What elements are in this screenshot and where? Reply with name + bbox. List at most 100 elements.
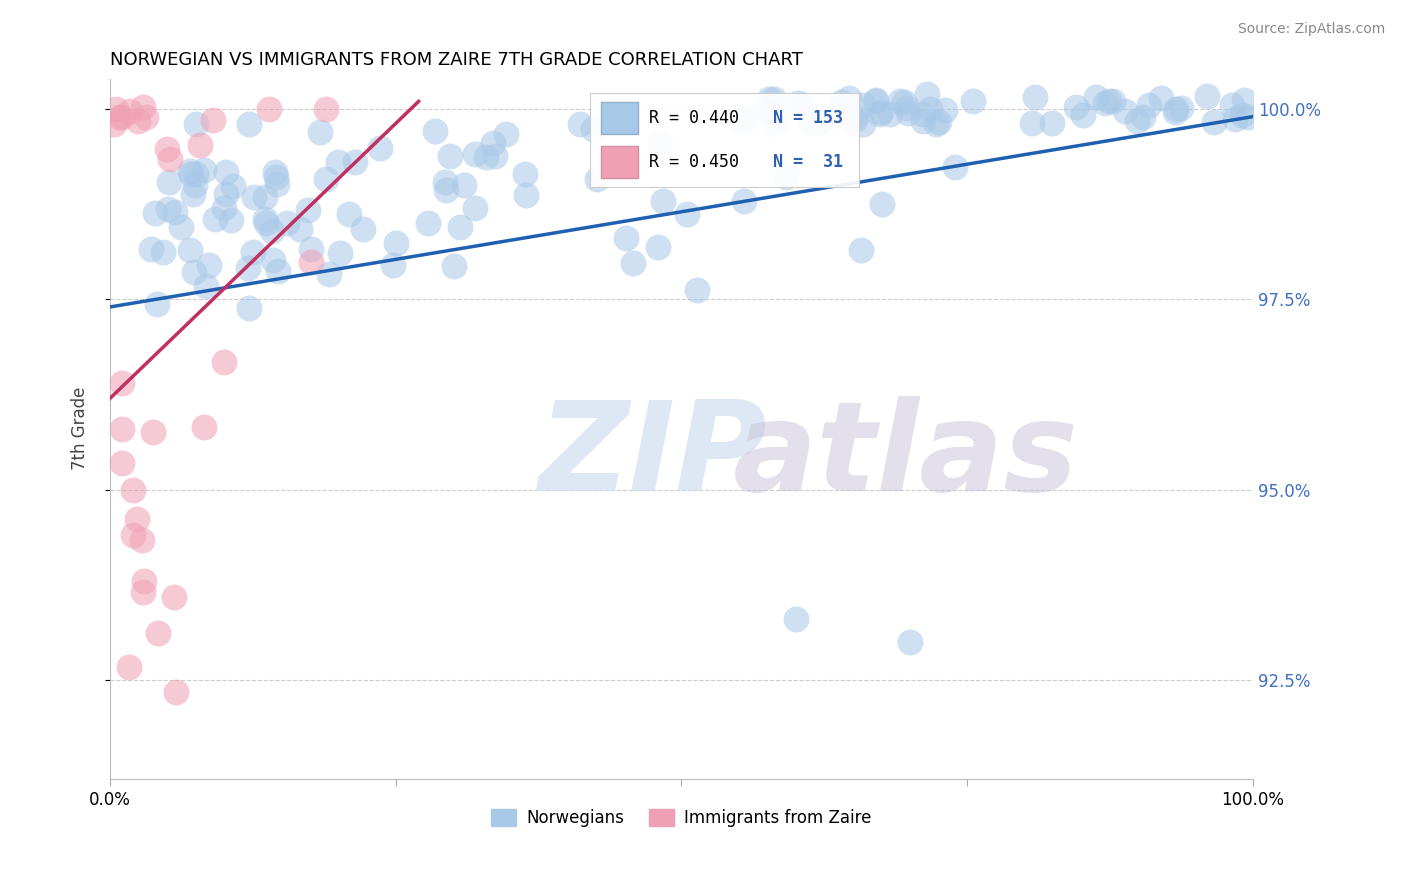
Point (165, 685, 187, 699)
Point (762, 117, 785, 131)
Point (318, 267, 340, 281)
Point (1150, 91, 1173, 105)
Text: atlas: atlas (733, 396, 1078, 517)
Point (453, 178, 475, 193)
Point (865, 93, 887, 107)
Point (785, 612, 807, 626)
Point (621, 256, 644, 270)
Point (329, 246, 352, 260)
Point (215, 186, 238, 201)
Point (1024, 90, 1046, 104)
Point (156, 202, 179, 216)
Point (1195, 89, 1218, 103)
Point (1094, 95, 1116, 110)
Point (896, 101, 918, 115)
Point (821, 108, 844, 122)
Point (418, 216, 440, 230)
Point (212, 355, 235, 369)
Point (844, 112, 866, 127)
Point (763, 92, 786, 106)
Point (143, 206, 166, 220)
Point (569, 117, 592, 131)
Point (134, 574, 156, 588)
Point (648, 137, 671, 152)
Point (849, 243, 872, 257)
Point (464, 147, 486, 161)
Point (1236, 110, 1258, 124)
Point (647, 240, 669, 254)
Point (863, 94, 886, 108)
Point (343, 155, 366, 169)
Point (180, 167, 202, 181)
Point (132, 100, 155, 114)
Point (869, 105, 891, 120)
Point (925, 117, 948, 131)
Point (484, 149, 506, 163)
Point (111, 456, 134, 470)
Point (1040, 116, 1063, 130)
Point (893, 95, 915, 109)
Point (127, 113, 149, 128)
Point (299, 255, 322, 269)
Point (482, 136, 505, 151)
Point (1164, 104, 1187, 119)
Point (181, 187, 204, 202)
Point (1066, 100, 1088, 114)
Point (204, 211, 226, 226)
Point (439, 149, 461, 163)
Point (328, 154, 350, 169)
Point (242, 245, 264, 260)
Point (219, 213, 242, 227)
Point (1084, 89, 1107, 103)
Point (183, 265, 205, 279)
Point (254, 189, 277, 203)
Point (238, 301, 260, 316)
Point (146, 626, 169, 640)
Point (159, 153, 181, 167)
Point (513, 167, 536, 181)
Point (118, 660, 141, 674)
Point (943, 161, 966, 175)
Point (1164, 102, 1187, 116)
Point (382, 258, 405, 272)
Point (184, 178, 207, 192)
Point (122, 528, 145, 542)
Point (582, 122, 605, 136)
Point (838, 91, 860, 105)
Point (257, 102, 280, 116)
Point (920, 102, 942, 116)
Text: Source: ZipAtlas.com: Source: ZipAtlas.com (1237, 22, 1385, 37)
Point (686, 283, 709, 297)
Point (852, 117, 875, 131)
Point (1137, 98, 1160, 112)
Text: NORWEGIAN VS IMMIGRANTS FROM ZAIRE 7TH GRADE CORRELATION CHART: NORWEGIAN VS IMMIGRANTS FROM ZAIRE 7TH G… (110, 51, 803, 69)
Point (125, 512, 148, 526)
Point (193, 163, 215, 178)
Point (194, 279, 217, 293)
Point (243, 189, 266, 203)
Point (131, 533, 153, 547)
Point (758, 92, 780, 106)
Point (810, 113, 832, 128)
Point (309, 125, 332, 139)
Point (1232, 108, 1254, 122)
Point (193, 420, 215, 434)
Point (238, 117, 260, 131)
Point (214, 165, 236, 179)
Point (786, 95, 808, 110)
Point (962, 94, 984, 108)
Point (110, 422, 132, 436)
Point (676, 207, 699, 221)
Point (299, 242, 322, 256)
Point (915, 87, 938, 102)
Point (156, 142, 179, 156)
Point (152, 245, 174, 260)
Point (297, 203, 319, 218)
Point (222, 179, 245, 194)
Point (495, 127, 517, 141)
Point (838, 115, 860, 129)
Point (276, 216, 298, 230)
Point (385, 235, 408, 250)
Point (879, 107, 901, 121)
Point (157, 175, 180, 189)
